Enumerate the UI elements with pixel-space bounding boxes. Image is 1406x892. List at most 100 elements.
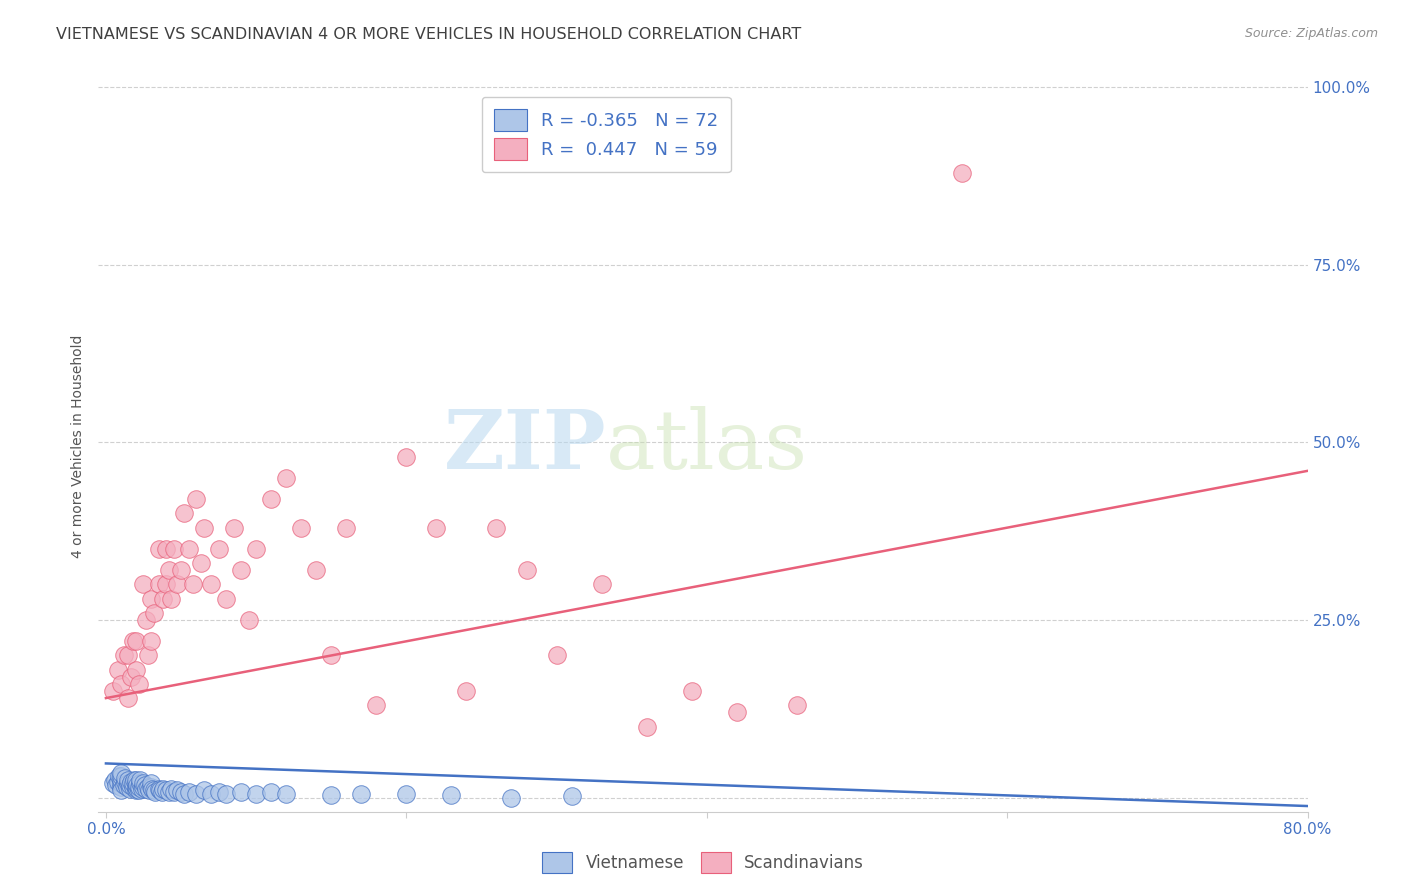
Point [157, 563, 180, 577]
Point [238, 613, 260, 627]
Point [110, 780, 132, 794]
Point [395, 787, 418, 801]
Legend: R = -0.365   N = 72, R =  0.447   N = 59: R = -0.365 N = 72, R = 0.447 N = 59 [482, 96, 731, 172]
Point [215, 591, 238, 606]
Point [118, 782, 141, 797]
Point [215, 787, 238, 801]
Point [127, 782, 149, 797]
Point [117, 648, 139, 663]
Point [260, 785, 283, 799]
Point [110, 677, 132, 691]
Text: VIETNAMESE VS SCANDINAVIAN 4 OR MORE VEHICLES IN HOUSEHOLD CORRELATION CHART: VIETNAMESE VS SCANDINAVIAN 4 OR MORE VEH… [56, 27, 801, 42]
Point [148, 577, 170, 591]
Point [114, 771, 136, 785]
Point [162, 541, 184, 556]
Point [193, 783, 215, 797]
Point [107, 775, 129, 789]
Point [395, 450, 418, 464]
Point [170, 563, 193, 577]
Point [207, 541, 229, 556]
Point [139, 634, 162, 648]
Point [110, 783, 132, 797]
Point [440, 789, 463, 803]
Point [107, 663, 129, 677]
Point [143, 606, 166, 620]
Point [129, 772, 152, 787]
Point [125, 634, 148, 648]
Point [104, 772, 127, 787]
Point [173, 787, 195, 801]
Point [335, 521, 357, 535]
Point [159, 591, 181, 606]
Point [121, 670, 143, 684]
Point [501, 790, 523, 805]
Point [350, 787, 373, 801]
Point [125, 783, 148, 797]
Point [157, 785, 180, 799]
Point [105, 778, 128, 792]
Point [122, 780, 145, 794]
Point [456, 684, 478, 698]
Point [115, 780, 138, 794]
Point [190, 556, 212, 570]
Point [128, 780, 150, 794]
Point [127, 778, 149, 792]
Point [103, 684, 125, 698]
Y-axis label: 4 or more Vehicles in Household: 4 or more Vehicles in Household [72, 334, 86, 558]
Point [681, 684, 703, 698]
Point [149, 783, 172, 797]
Point [166, 577, 188, 591]
Point [125, 663, 148, 677]
Point [636, 719, 658, 733]
Point [166, 783, 188, 797]
Point [725, 706, 748, 720]
Point [152, 591, 174, 606]
Point [222, 521, 245, 535]
Point [125, 776, 148, 790]
Point [110, 769, 132, 783]
Point [110, 772, 132, 787]
Point [138, 783, 160, 797]
Point [122, 634, 145, 648]
Point [135, 613, 157, 627]
Point [305, 563, 328, 577]
Point [134, 778, 156, 792]
Point [124, 772, 146, 787]
Point [786, 698, 808, 713]
Point [229, 563, 252, 577]
Point [173, 507, 195, 521]
Point [136, 780, 159, 794]
Point [132, 776, 155, 790]
Point [129, 776, 152, 790]
Point [162, 785, 184, 799]
Point [136, 648, 159, 663]
Point [152, 782, 174, 797]
Point [132, 577, 155, 591]
Point [591, 577, 613, 591]
Point [515, 563, 537, 577]
Point [117, 772, 139, 787]
Point [260, 492, 283, 507]
Point [145, 785, 167, 799]
Point [122, 776, 145, 790]
Point [131, 782, 153, 797]
Point [193, 521, 215, 535]
Point [177, 785, 200, 799]
Point [184, 787, 207, 801]
Point [366, 698, 388, 713]
Text: atlas: atlas [606, 406, 808, 486]
Point [321, 789, 343, 803]
Point [181, 577, 204, 591]
Point [290, 521, 312, 535]
Point [425, 521, 447, 535]
Point [177, 541, 200, 556]
Point [143, 783, 166, 797]
Point [150, 785, 173, 799]
Point [118, 778, 141, 792]
Point [132, 780, 155, 794]
Point [159, 782, 181, 797]
Legend: Vietnamese, Scandinavians: Vietnamese, Scandinavians [536, 846, 870, 880]
Point [128, 783, 150, 797]
Point [200, 577, 222, 591]
Point [125, 780, 148, 794]
